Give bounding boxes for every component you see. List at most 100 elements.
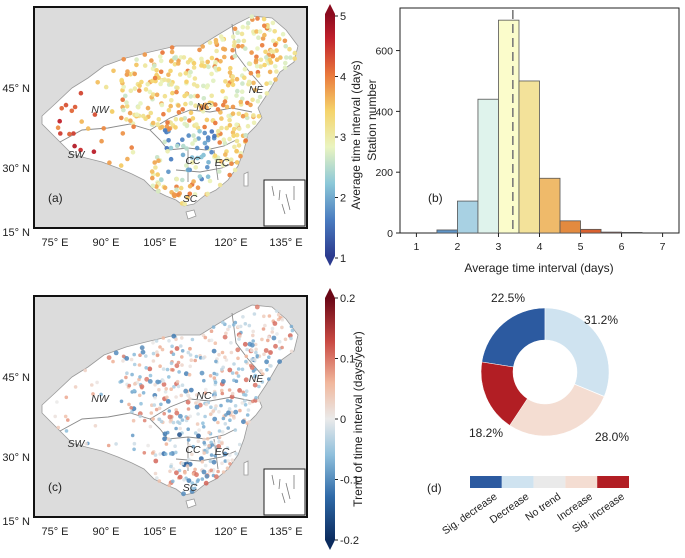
station-dot — [154, 407, 159, 412]
station-dot — [183, 471, 187, 475]
station-dot — [180, 363, 184, 367]
station-dot — [188, 94, 194, 99]
station-dot — [205, 165, 210, 170]
station-dot — [200, 44, 205, 49]
station-dot — [196, 433, 201, 439]
station-dot — [171, 479, 175, 484]
station-dot — [202, 130, 207, 136]
station-dot — [91, 392, 95, 396]
station-dot — [249, 342, 255, 348]
station-dot — [250, 97, 255, 103]
station-dot — [272, 42, 278, 48]
station-dot — [212, 371, 216, 376]
station-dot — [252, 382, 258, 388]
histogram-bar — [559, 220, 581, 234]
station-dot — [134, 112, 140, 117]
station-dot — [221, 416, 226, 421]
station-dot — [201, 425, 206, 429]
station-dot — [227, 407, 232, 411]
histogram-bar — [539, 177, 561, 234]
station-dot — [207, 444, 211, 448]
station-dot — [205, 135, 211, 140]
station-dot — [64, 395, 69, 400]
south-china-sea-inset — [263, 179, 306, 227]
station-dot — [244, 359, 248, 364]
station-dot — [264, 359, 269, 365]
station-dot — [188, 347, 192, 351]
station-dot — [177, 72, 183, 77]
station-dot — [83, 368, 87, 373]
station-dot — [186, 416, 190, 421]
station-dot — [190, 116, 196, 121]
station-dot — [158, 452, 162, 456]
lon-tick-label: 135° E — [269, 237, 302, 249]
station-dot — [188, 110, 194, 115]
station-dot — [152, 160, 157, 165]
station-dot — [198, 456, 204, 461]
station-dot — [242, 75, 247, 80]
station-dot — [227, 324, 232, 329]
station-dot — [113, 350, 119, 356]
station-dot — [240, 81, 245, 86]
station-dot — [264, 91, 270, 96]
station-dot — [228, 418, 232, 423]
donut-value-label: 28.0% — [595, 430, 629, 444]
station-dot — [251, 333, 255, 338]
station-dot — [170, 90, 175, 96]
station-dot — [255, 69, 261, 75]
station-dot — [171, 192, 177, 197]
station-dot — [166, 437, 171, 441]
station-dot — [180, 355, 184, 359]
x-tick-label: 3 — [496, 241, 502, 253]
station-dot — [246, 408, 251, 412]
station-dot — [130, 150, 136, 155]
station-dot — [139, 401, 143, 406]
station-dot — [262, 352, 266, 357]
station-dot — [235, 43, 241, 49]
station-dot — [243, 377, 249, 383]
station-dot — [103, 84, 109, 90]
station-dot — [179, 393, 184, 398]
station-dot — [212, 395, 217, 399]
station-dot — [193, 431, 198, 435]
station-dot — [224, 331, 228, 336]
station-dot — [155, 122, 161, 127]
station-dot — [207, 40, 213, 45]
station-dot — [106, 355, 112, 360]
station-dot — [271, 335, 277, 341]
station-dot — [223, 95, 229, 101]
station-dot — [236, 111, 242, 117]
station-dot — [257, 29, 263, 34]
lon-tick-label: 90° E — [92, 237, 119, 249]
station-dot — [132, 71, 137, 77]
station-dot — [230, 47, 235, 53]
station-dot — [216, 66, 222, 72]
station-dot — [234, 132, 240, 138]
station-dot — [289, 349, 294, 354]
station-dot — [254, 304, 260, 310]
station-dot — [169, 98, 174, 103]
station-dot — [169, 387, 173, 392]
station-dot — [183, 71, 189, 76]
station-dot — [284, 55, 289, 60]
station-dot — [193, 103, 198, 108]
station-dot — [247, 420, 251, 424]
station-dot — [119, 115, 124, 121]
station-dot — [254, 54, 259, 60]
station-dot — [222, 140, 228, 146]
station-dot — [188, 69, 193, 75]
colorbar-tick-label: 2 — [340, 193, 346, 205]
station-dot — [225, 466, 230, 471]
panel-label-c: (c) — [48, 480, 62, 494]
station-dot — [230, 371, 235, 375]
colorbar-tick-label: -0.1 — [340, 475, 359, 487]
station-dot — [205, 191, 210, 197]
station-dot — [230, 458, 235, 463]
station-dot — [201, 83, 206, 89]
station-dot — [264, 81, 269, 86]
station-dot — [63, 102, 69, 108]
station-dot — [208, 412, 213, 417]
station-dot — [142, 418, 147, 423]
station-dots — [55, 14, 298, 207]
station-dot — [199, 63, 204, 68]
